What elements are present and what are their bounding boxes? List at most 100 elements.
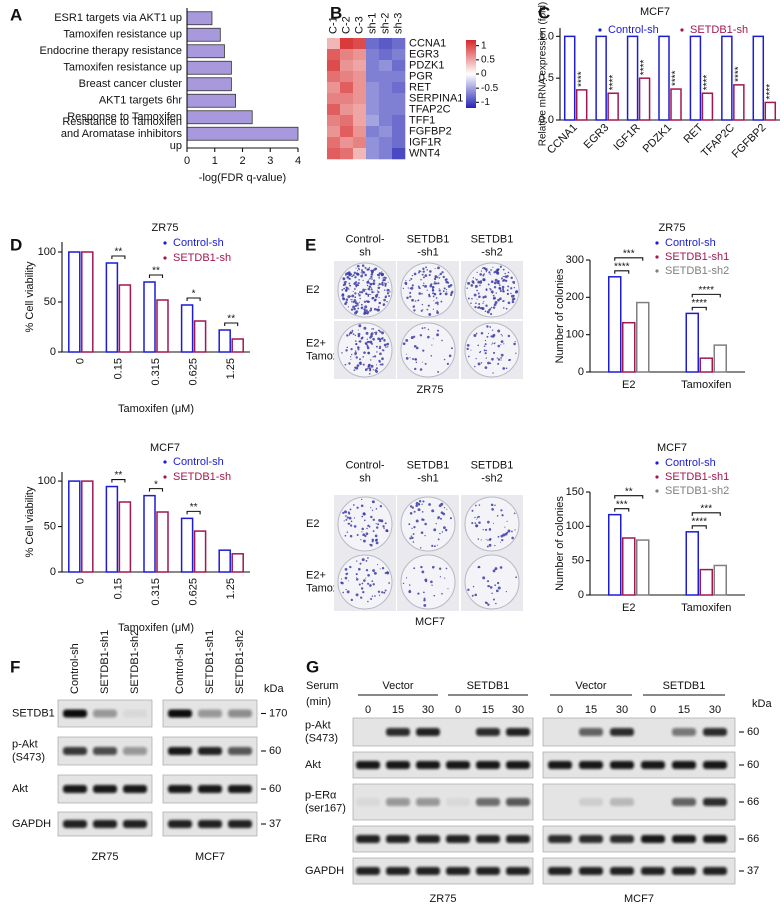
panel-label: E (305, 235, 316, 254)
colony (360, 303, 363, 306)
x-tick-label: IGF1R (611, 122, 642, 153)
colony (387, 281, 389, 283)
colony (418, 292, 422, 295)
colony (492, 294, 495, 297)
band (168, 785, 192, 793)
heat-cell (327, 104, 341, 116)
time-label: 15 (392, 704, 404, 716)
heat-cell (327, 82, 341, 94)
colony (344, 302, 347, 306)
colony (438, 277, 441, 279)
bar (143, 494, 156, 573)
colony (506, 531, 509, 534)
colony (367, 279, 369, 281)
blot-row-label: p-ERα (ser167) (305, 789, 346, 814)
colony (343, 287, 346, 290)
colony (419, 334, 423, 337)
colony (372, 356, 374, 358)
colony (490, 503, 494, 507)
bar (607, 92, 619, 121)
colony (370, 283, 372, 285)
colony (357, 284, 360, 286)
colony (478, 302, 481, 306)
colony (470, 302, 472, 305)
heat-cell (379, 115, 393, 127)
colony (362, 279, 364, 281)
heat-cell (366, 104, 380, 116)
colony (381, 363, 384, 366)
y-tick-label: 50 (44, 520, 56, 532)
colony (364, 266, 367, 269)
colony (361, 264, 365, 267)
chart-title: MCF7 (150, 442, 180, 454)
colony (474, 286, 476, 288)
blot-caption: MCF7 (624, 893, 654, 905)
bar (563, 35, 576, 121)
colony (342, 511, 345, 514)
colony (367, 582, 370, 585)
colony (507, 529, 511, 533)
colony (423, 603, 427, 607)
colony-column-label: SETDB1 -sh1 (407, 233, 450, 258)
colony (500, 353, 504, 357)
colony (365, 331, 369, 335)
colony (504, 272, 506, 275)
x-tick-label: RET (682, 121, 706, 145)
colony (497, 535, 500, 538)
colony (374, 595, 376, 597)
plate (400, 322, 456, 378)
colony (435, 276, 437, 279)
colony (507, 271, 510, 274)
band (123, 747, 147, 755)
time-label: 30 (512, 704, 524, 716)
colony (483, 345, 486, 347)
row-label: PDZK1 (409, 59, 444, 71)
colony (504, 275, 508, 279)
colony (433, 282, 436, 285)
row-label: PGR (409, 70, 433, 82)
bar (186, 93, 236, 108)
legend-label: Control-sh (665, 237, 716, 249)
colony (433, 545, 436, 548)
colony (422, 270, 425, 273)
colony (480, 539, 482, 541)
bar (608, 276, 622, 373)
colony (487, 520, 490, 524)
colony (414, 300, 417, 302)
colony (371, 595, 374, 597)
colony (354, 304, 358, 307)
colony (371, 540, 374, 543)
heat-cell (353, 82, 367, 94)
x-tick-label: 1.25 (225, 358, 237, 379)
colony (413, 309, 416, 312)
colony (497, 344, 501, 348)
heat-cell (366, 115, 380, 127)
colony-row-label: E2 (306, 518, 319, 530)
colony (381, 283, 384, 286)
colony (363, 290, 365, 292)
colony (424, 522, 427, 526)
heat-cell (353, 38, 367, 50)
colony (344, 363, 347, 366)
colony (360, 587, 364, 590)
band (506, 761, 530, 769)
colony (348, 282, 351, 285)
band (548, 761, 572, 769)
colony (484, 366, 488, 369)
bar (699, 357, 713, 373)
blot-caption: MCF7 (195, 851, 225, 863)
colony (365, 368, 368, 371)
colony (345, 286, 348, 289)
colony (371, 269, 374, 272)
colony (472, 281, 475, 284)
colony (413, 567, 416, 570)
colony (350, 520, 353, 523)
colony (492, 306, 496, 309)
colony (484, 528, 488, 531)
colony (356, 272, 358, 274)
colony (384, 571, 387, 575)
row-label: TFAP2C (409, 103, 451, 115)
colony (467, 281, 471, 285)
band (610, 728, 634, 736)
time-label: 30 (616, 704, 628, 716)
